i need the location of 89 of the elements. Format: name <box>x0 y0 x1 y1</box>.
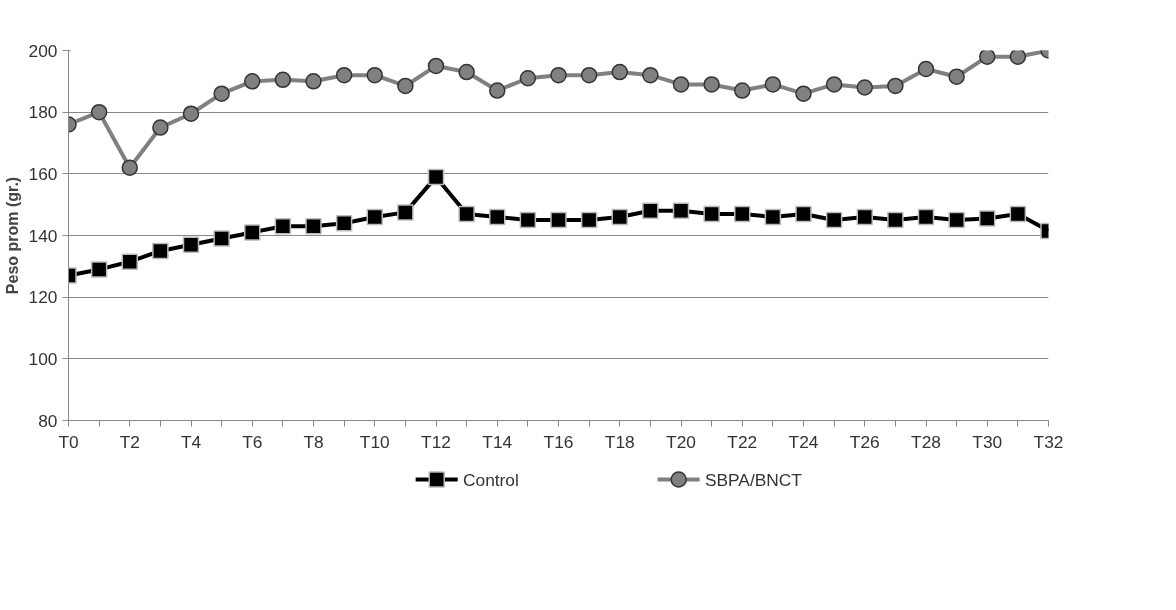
point <box>335 66 353 84</box>
point <box>274 218 292 235</box>
point <box>825 76 843 93</box>
point <box>764 208 782 226</box>
point <box>489 208 506 226</box>
x-tick-label: T6 <box>242 431 263 452</box>
x-tick-label: T14 <box>482 431 513 452</box>
point <box>244 73 261 90</box>
x-tick-label: T4 <box>180 431 202 452</box>
x-tick-label: T32 <box>1033 431 1064 452</box>
point <box>672 76 690 93</box>
y-axis-title: Peso prom (gr.) <box>3 176 21 295</box>
point <box>244 224 261 241</box>
point <box>305 218 322 235</box>
y-tick-label: 160 <box>28 163 58 184</box>
x-tick-label: T16 <box>543 431 574 452</box>
point <box>979 210 996 227</box>
point <box>366 208 383 226</box>
point <box>856 208 873 226</box>
point <box>182 105 200 122</box>
point <box>703 76 720 93</box>
point <box>519 70 537 87</box>
point <box>90 261 108 278</box>
point <box>795 85 812 102</box>
point <box>642 202 659 220</box>
point <box>642 66 659 84</box>
point <box>611 63 628 81</box>
point <box>213 230 230 247</box>
point <box>764 76 782 93</box>
point <box>458 63 475 81</box>
point <box>397 77 414 95</box>
point <box>703 205 720 223</box>
point <box>1009 205 1027 223</box>
y-tick-label: 140 <box>28 225 58 246</box>
y-tick-label: 100 <box>28 348 58 369</box>
point <box>611 208 628 226</box>
point <box>213 85 230 102</box>
point <box>580 66 598 84</box>
point <box>305 73 322 90</box>
y-tick-label: 200 <box>28 40 58 61</box>
point <box>121 253 138 270</box>
y-tick-label: 120 <box>28 287 58 308</box>
point <box>917 208 935 226</box>
x-tick-label: T0 <box>58 431 79 452</box>
point <box>550 66 567 84</box>
point <box>948 211 965 229</box>
point <box>274 71 292 89</box>
point <box>182 236 200 253</box>
x-tick-label: T18 <box>604 431 635 452</box>
point <box>550 211 567 229</box>
point <box>948 68 965 85</box>
point <box>489 82 506 99</box>
point <box>427 57 445 75</box>
point <box>734 82 751 99</box>
point <box>1009 50 1027 65</box>
point <box>519 211 537 229</box>
point <box>427 168 445 186</box>
x-tick-label: T22 <box>727 431 758 452</box>
point <box>335 214 353 232</box>
y-tick-label: 180 <box>28 102 58 123</box>
x-tick-label: T2 <box>119 431 140 452</box>
point <box>887 77 904 95</box>
point <box>917 60 935 78</box>
point <box>366 66 383 84</box>
point <box>734 205 751 223</box>
x-tick-label: T24 <box>788 431 819 452</box>
x-tick-label: T8 <box>303 431 324 452</box>
point <box>672 202 690 220</box>
point <box>825 211 843 229</box>
point <box>458 205 475 223</box>
point <box>90 103 108 121</box>
legend-label: Control <box>463 469 519 490</box>
x-tick-label: T12 <box>421 431 451 452</box>
y-tick-label: 80 <box>38 410 58 431</box>
point <box>580 211 598 229</box>
point <box>397 204 414 221</box>
point <box>979 50 996 65</box>
legend-label: SBPA/BNCT <box>704 469 803 490</box>
x-tick-label: T10 <box>359 431 390 452</box>
point <box>152 119 169 136</box>
x-tick-label: T28 <box>911 431 941 452</box>
x-tick-label: T30 <box>972 431 1003 452</box>
point <box>887 211 904 229</box>
x-tick-label: T20 <box>666 431 696 452</box>
point <box>795 205 812 223</box>
point <box>856 79 873 96</box>
x-tick-label: T26 <box>849 431 880 452</box>
point <box>121 159 138 176</box>
point <box>152 242 169 260</box>
